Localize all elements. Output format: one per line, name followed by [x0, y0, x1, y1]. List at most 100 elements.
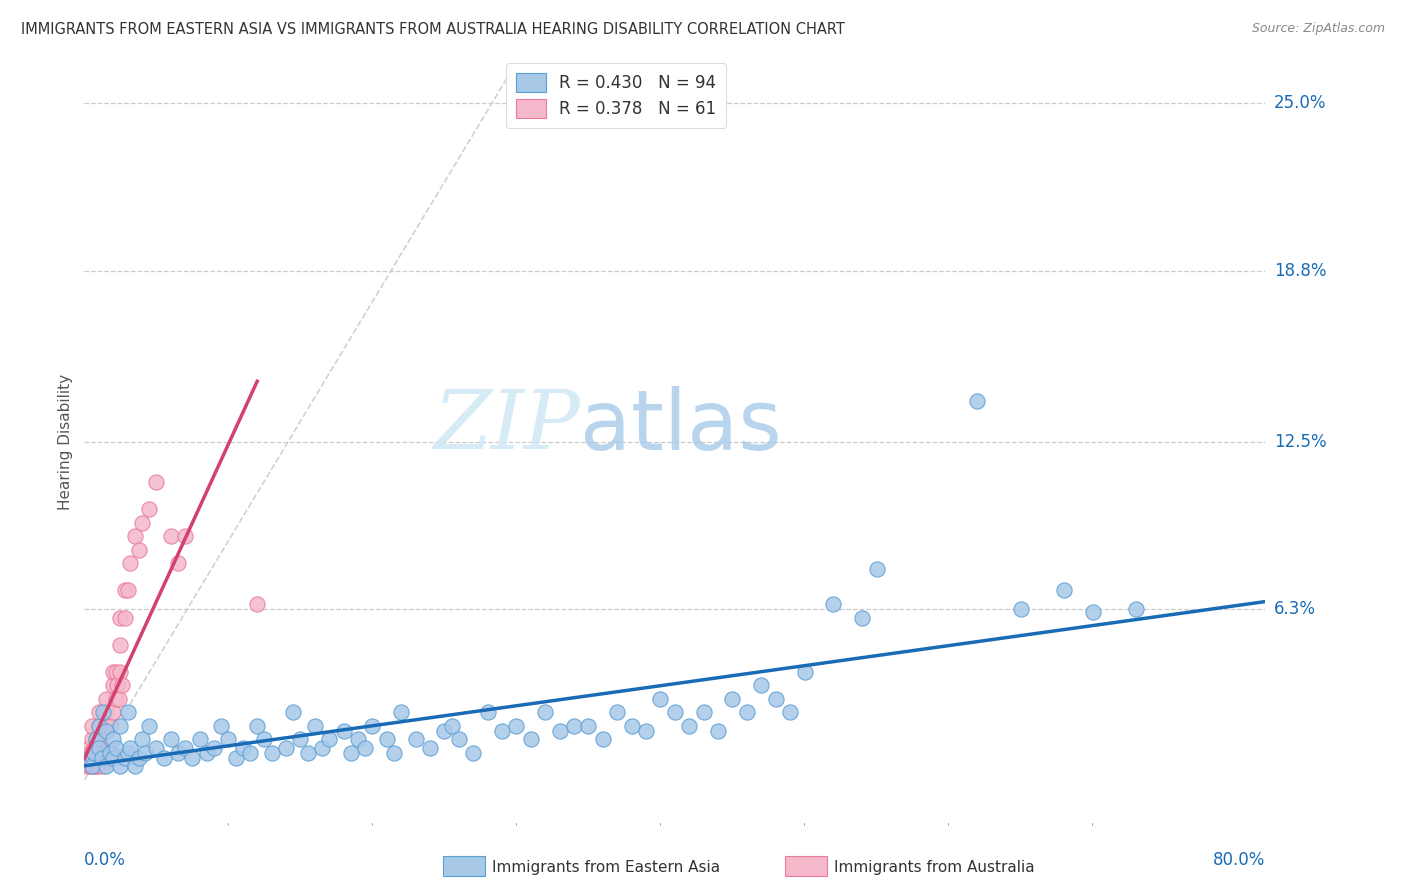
Point — [101, 732, 124, 747]
Point — [1010, 602, 1032, 616]
Point — [354, 740, 377, 755]
Point — [77, 740, 100, 755]
Point — [138, 502, 160, 516]
Point — [1081, 605, 1104, 619]
Point — [188, 732, 211, 747]
Point — [94, 724, 117, 739]
Point — [707, 724, 730, 739]
Point — [174, 740, 197, 755]
Point — [101, 665, 124, 679]
Point — [98, 719, 121, 733]
Point — [76, 759, 98, 773]
Point — [79, 746, 101, 760]
Point — [83, 751, 105, 765]
Y-axis label: Hearing Disability: Hearing Disability — [58, 374, 73, 509]
Point — [94, 759, 117, 773]
Point — [111, 678, 134, 692]
Point — [105, 691, 128, 706]
Point — [91, 759, 114, 773]
Point — [117, 706, 139, 720]
Point — [1053, 583, 1076, 598]
Point — [167, 746, 190, 760]
Point — [664, 706, 686, 720]
Point — [91, 706, 114, 720]
Point — [87, 759, 110, 773]
Point — [117, 746, 139, 760]
Point — [90, 751, 112, 765]
Point — [209, 719, 232, 733]
Point — [84, 732, 107, 747]
Point — [1125, 602, 1147, 616]
Point — [80, 759, 103, 773]
Point — [114, 610, 136, 624]
Point — [382, 746, 405, 760]
Point — [84, 759, 107, 773]
Point — [520, 732, 543, 747]
Point — [851, 610, 873, 624]
Point — [80, 719, 103, 733]
Text: atlas: atlas — [581, 386, 782, 467]
Point — [98, 751, 121, 765]
Point — [77, 751, 100, 765]
Point — [232, 740, 254, 755]
Point — [98, 746, 121, 760]
Point — [202, 740, 225, 755]
Point — [105, 740, 128, 755]
Point — [87, 706, 110, 720]
Point — [87, 719, 110, 733]
Text: ZIP: ZIP — [433, 386, 581, 467]
Point — [120, 740, 142, 755]
Text: 25.0%: 25.0% — [1274, 94, 1326, 112]
Point — [87, 740, 110, 755]
Point — [94, 719, 117, 733]
Point — [361, 719, 384, 733]
Text: 0.0%: 0.0% — [84, 851, 127, 869]
Point — [110, 665, 132, 679]
Point — [100, 746, 122, 760]
Point — [721, 691, 744, 706]
Point — [86, 759, 108, 773]
Text: Immigrants from Eastern Asia: Immigrants from Eastern Asia — [492, 860, 720, 874]
Point — [96, 751, 118, 765]
Text: IMMIGRANTS FROM EASTERN ASIA VS IMMIGRANTS FROM AUSTRALIA HEARING DISABILITY COR: IMMIGRANTS FROM EASTERN ASIA VS IMMIGRAN… — [21, 22, 845, 37]
Point — [159, 732, 181, 747]
Text: 80.0%: 80.0% — [1213, 851, 1265, 869]
Point — [105, 665, 128, 679]
Point — [77, 751, 100, 765]
Point — [283, 706, 305, 720]
Point — [101, 678, 124, 692]
Point — [195, 746, 218, 760]
Point — [447, 732, 470, 747]
Point — [79, 759, 101, 773]
Point — [260, 746, 283, 760]
Point — [80, 732, 103, 747]
Point — [217, 732, 239, 747]
Point — [239, 746, 262, 760]
Point — [650, 691, 672, 706]
Point — [84, 732, 107, 747]
Point — [389, 706, 412, 720]
Point — [80, 751, 103, 765]
Point — [87, 746, 110, 760]
Point — [124, 759, 146, 773]
Point — [636, 724, 658, 739]
Point — [491, 724, 513, 739]
Point — [131, 732, 153, 747]
Point — [90, 740, 112, 755]
Point — [128, 542, 150, 557]
Point — [290, 732, 312, 747]
Point — [80, 759, 103, 773]
Point — [823, 597, 845, 611]
Point — [145, 740, 167, 755]
Point — [433, 724, 456, 739]
Point — [779, 706, 801, 720]
Point — [82, 759, 104, 773]
Point — [110, 719, 132, 733]
Point — [246, 597, 269, 611]
Point — [110, 610, 132, 624]
Point — [578, 719, 600, 733]
Point — [440, 719, 463, 733]
Text: 12.5%: 12.5% — [1274, 433, 1326, 450]
Point — [83, 740, 105, 755]
Point — [181, 751, 204, 765]
